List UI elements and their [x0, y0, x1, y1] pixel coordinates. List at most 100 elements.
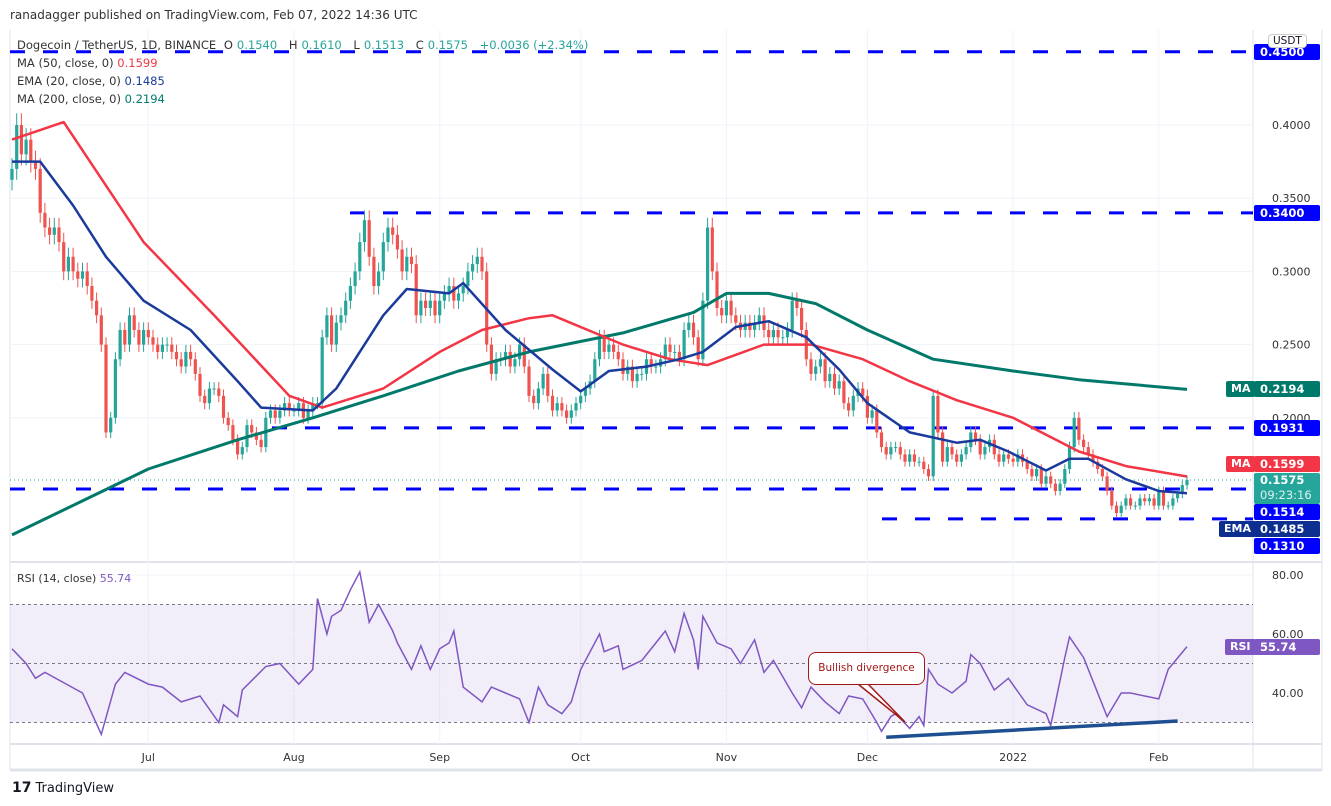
candle-body [898, 447, 902, 455]
candle-body [1152, 498, 1156, 506]
candle [1185, 475, 1189, 490]
candle [687, 314, 691, 338]
candle-body [1133, 505, 1137, 507]
candle-body [630, 366, 634, 382]
tradingview-logo[interactable]: 17 TradingView [12, 780, 115, 796]
ma200-tag: MA [1226, 381, 1256, 397]
candle [52, 217, 56, 245]
time-tick-label: Dec [857, 751, 878, 764]
candle [1063, 464, 1067, 489]
candle-body [1091, 454, 1095, 462]
candle-body [174, 351, 179, 360]
candle-body [226, 417, 230, 426]
indicator-ma200[interactable]: MA (200, close, 0) 0.2194 [17, 92, 165, 106]
candle [771, 322, 775, 345]
candle [362, 210, 367, 252]
candle [865, 389, 869, 424]
candle-body [945, 447, 949, 462]
candle [1025, 456, 1029, 474]
last-price-label: 0.1575 09:23:16 [1254, 473, 1320, 504]
candle [400, 240, 404, 281]
candle-body [142, 329, 146, 345]
open-value: 0.1540 [236, 38, 278, 52]
candle [127, 307, 132, 352]
candle-body [217, 388, 221, 396]
candle-body [527, 366, 531, 396]
candle-body [306, 410, 310, 418]
candle [95, 292, 99, 324]
candle-body [597, 337, 602, 360]
candle-body [851, 395, 855, 411]
candle [15, 113, 19, 180]
candle [1110, 486, 1114, 510]
candle-body [555, 403, 559, 411]
candle-body [734, 315, 738, 323]
candle [889, 441, 893, 460]
candle-body [532, 395, 536, 404]
candle-body [494, 359, 498, 374]
candle [757, 307, 761, 331]
low-value: 0.1513 [363, 38, 405, 52]
candle [353, 262, 357, 295]
candle [66, 247, 70, 281]
bar-countdown: 09:23:16 [1260, 488, 1312, 502]
candle [814, 359, 818, 381]
candle-body [461, 286, 465, 294]
candle [847, 397, 851, 417]
indicator-ma50[interactable]: MA (50, close, 0) 0.1599 [17, 56, 158, 70]
candle-body [696, 337, 700, 360]
candle-body [616, 351, 620, 360]
candle-body [823, 359, 827, 382]
candle-body [297, 403, 301, 411]
candle-body [151, 337, 155, 345]
rsi-band [10, 604, 1253, 723]
candle-body [466, 271, 470, 287]
candle-body [104, 344, 108, 433]
candle [386, 217, 390, 252]
candle-body [15, 125, 19, 169]
candle [442, 285, 446, 309]
candle-body [391, 227, 395, 235]
candle [311, 397, 315, 417]
candle-body [1077, 417, 1081, 440]
indicator-ema20[interactable]: EMA (20, close, 0) 0.1485 [17, 74, 165, 88]
candle [189, 344, 193, 367]
candle [456, 285, 461, 309]
candle [1180, 480, 1184, 499]
candle-body [536, 388, 540, 404]
candle [217, 382, 221, 403]
candle [1147, 494, 1151, 506]
candle-body [706, 227, 710, 301]
candle-body [607, 344, 611, 352]
candle-body [207, 388, 211, 404]
candle-body [635, 373, 639, 382]
candle-body [818, 359, 822, 367]
candle [851, 389, 855, 417]
level-label-0.1310: 0.1310 [1254, 538, 1320, 554]
candle-body [955, 454, 959, 462]
candle-body [640, 373, 644, 375]
symbol-title[interactable]: Dogecoin / TetherUS, 1D, BINANCE [17, 38, 217, 52]
candle-body [903, 454, 907, 462]
candle [113, 352, 117, 424]
candle-body [240, 447, 244, 455]
candle [428, 292, 432, 317]
rsi-legend[interactable]: RSI (14, close) 55.74 [17, 572, 132, 585]
ma50-price-label: 0.1599 [1254, 456, 1320, 472]
candle [203, 389, 207, 410]
candle-body [1129, 498, 1133, 506]
candle-body [254, 432, 258, 440]
candle-body [1072, 417, 1076, 448]
candle-body [137, 329, 141, 345]
candle [936, 389, 940, 439]
candle-body [71, 256, 75, 272]
candle [325, 307, 329, 345]
currency-button[interactable]: USDT [1268, 34, 1307, 48]
candle [522, 337, 526, 374]
candle [1082, 434, 1086, 453]
candle-body [62, 242, 66, 272]
candle [677, 344, 681, 367]
candle [438, 292, 442, 324]
ema20-line [12, 160, 1188, 495]
